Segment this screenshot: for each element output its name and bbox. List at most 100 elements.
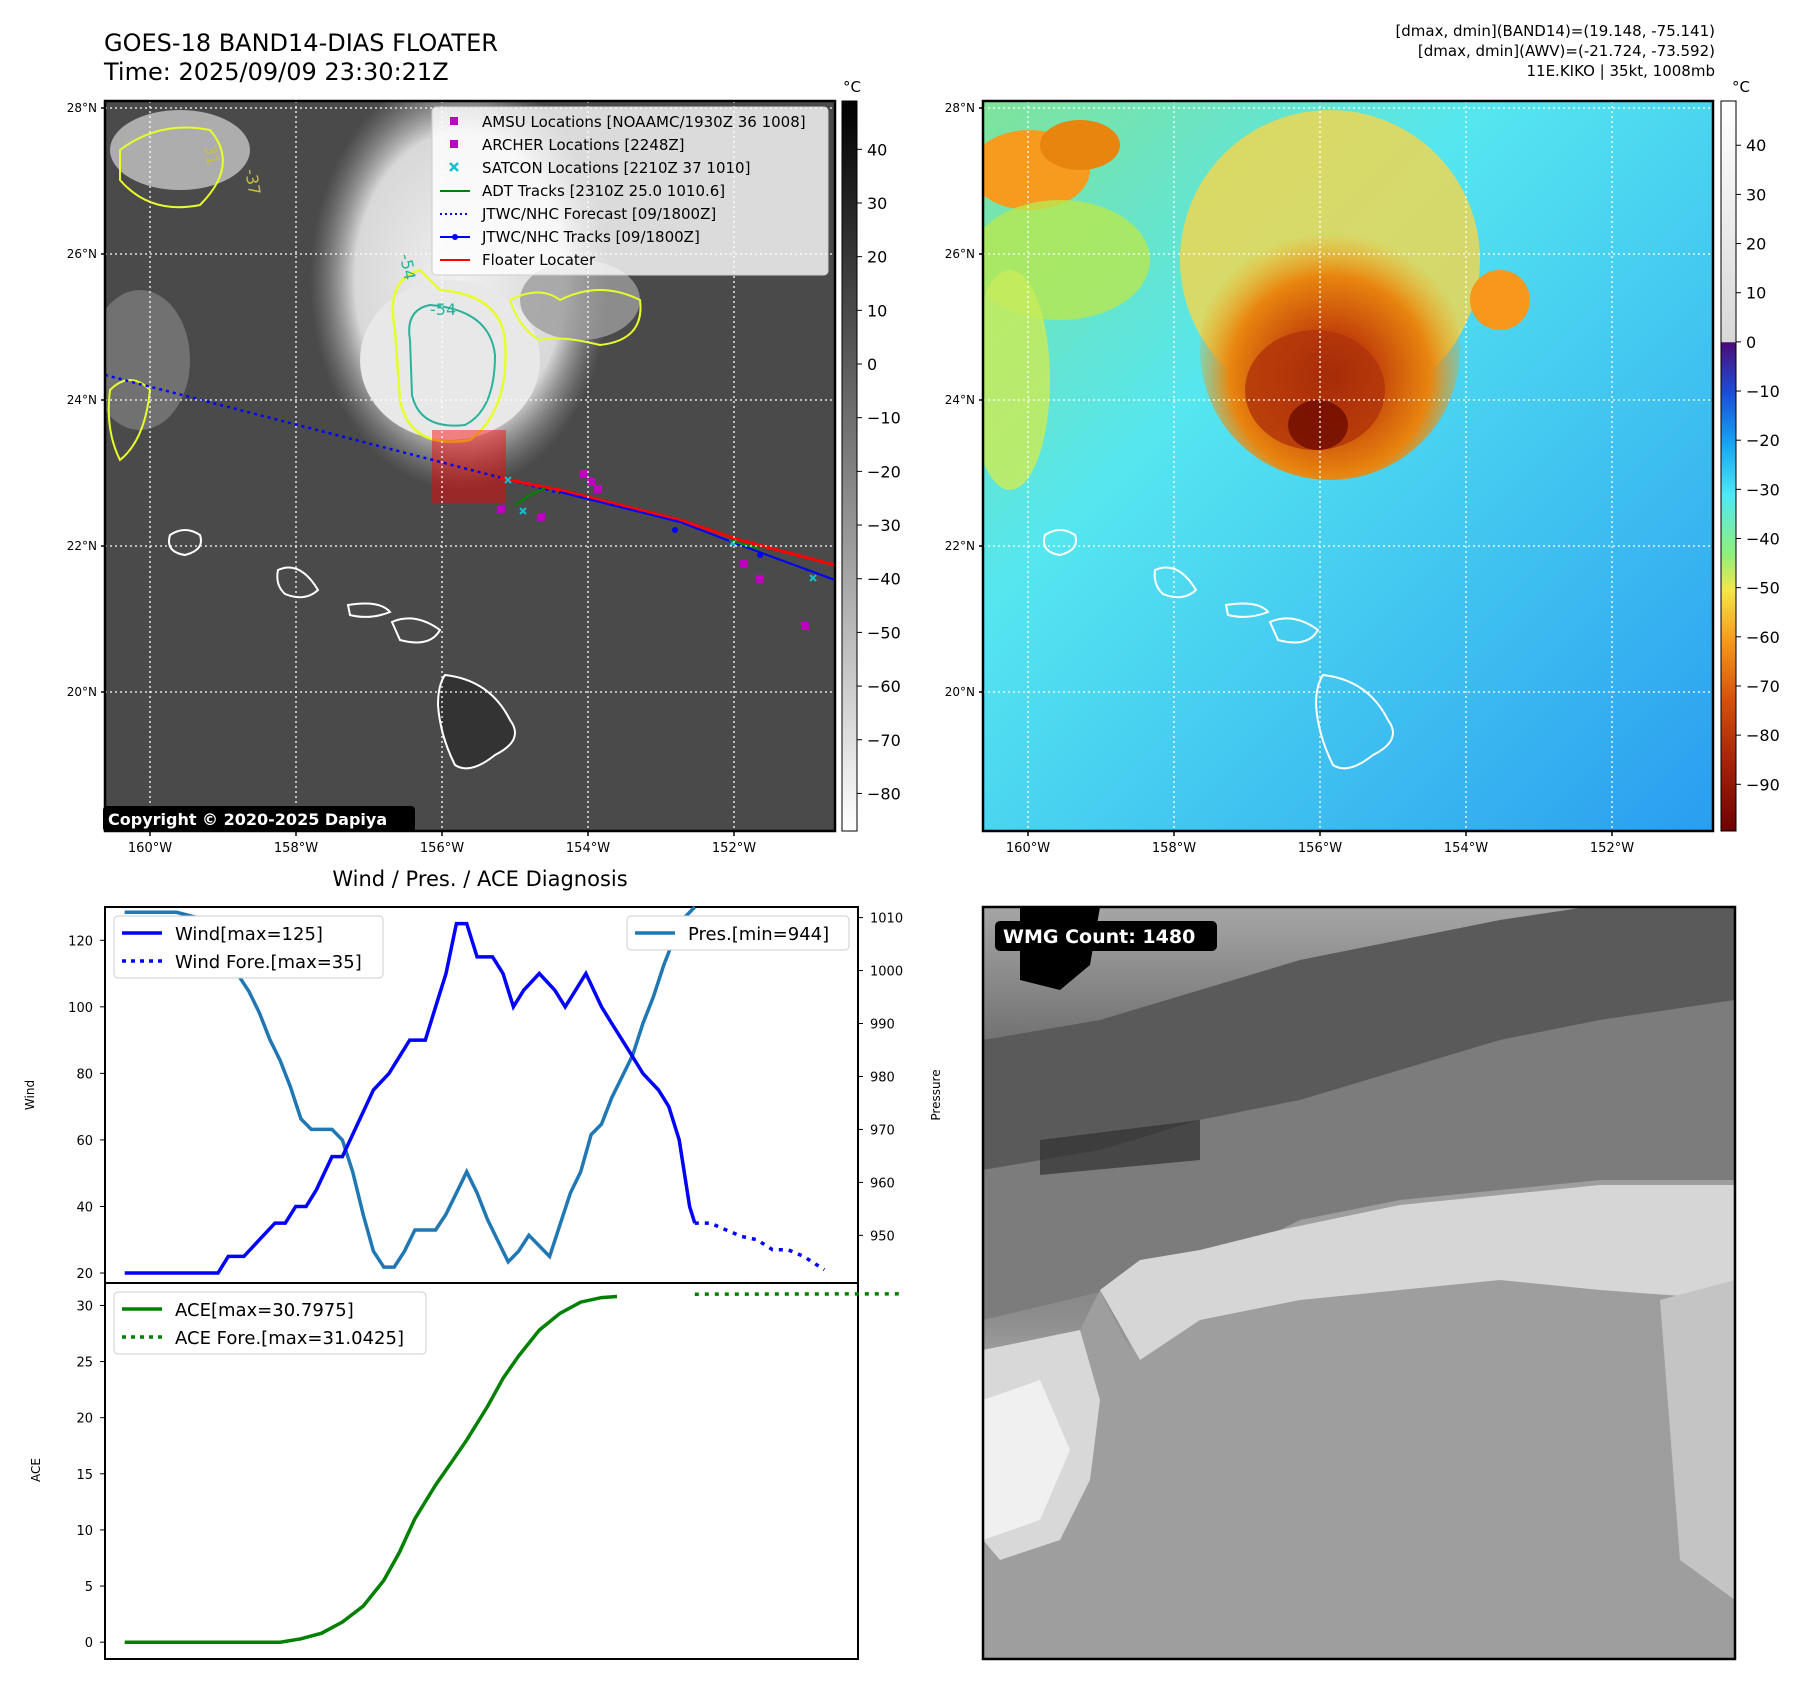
colorbar-tick-label: −50 (1746, 579, 1780, 598)
diagnosis-chart: Wind / Pres. / ACE Diagnosis 20406080100… (23, 867, 943, 1660)
colorbar-tick-label: 30 (1746, 185, 1766, 204)
ir-legend-item: JTWC/NHC Tracks [09/1800Z] (440, 228, 700, 246)
info-band14-range: [dmax, dmin](BAND14)=(19.148, -75.141) (1395, 22, 1715, 40)
ir-legend-label: ADT Tracks [2310Z 25.0 1010.6] (482, 182, 725, 200)
lon-label: 154°W (566, 841, 610, 856)
info-awv-range: [dmax, dmin](AWV)=(-21.724, -73.592) (1417, 42, 1715, 60)
ir-legend-item: ADT Tracks [2310Z 25.0 1010.6] (440, 182, 725, 200)
wind-ylabel: Wind (23, 1080, 37, 1110)
colorbar-tick-label: −80 (867, 784, 901, 803)
wind-axis-ticks: 20 40 60 80 100 120 (68, 934, 105, 1282)
legend-ace: ACE[max=30.7975] (175, 1300, 354, 1321)
pressure-ylabel: Pressure (929, 1069, 943, 1120)
awv-map-frame (981, 99, 1715, 833)
ir-island-kauai (168, 529, 202, 557)
legend-wind-fore: Wind Fore.[max=35] (175, 952, 362, 973)
awv-lat-labels: 28°N 26°N 24°N 22°N 20°N (945, 101, 983, 699)
lon-label: 156°W (1298, 841, 1342, 856)
colorbar-tick-label: −60 (867, 677, 901, 696)
colorbar-tick-label: 20 (867, 248, 887, 267)
pressure-tick-label: 990 (870, 1018, 895, 1033)
lon-label: 158°W (1152, 841, 1196, 856)
colorbar-tick-label: −20 (1746, 431, 1780, 450)
awv-colorbar-unit: °C (1732, 78, 1750, 96)
wind-pres-lines (124, 905, 826, 1275)
awv-island-hawaii (1314, 673, 1394, 770)
colorbar-tick-label: −70 (1746, 677, 1780, 696)
ir-legend-label: JTWC/NHC Tracks [09/1800Z] (481, 228, 700, 246)
colorbar-tick-label: −10 (1746, 382, 1780, 401)
colorbar-tick-label: −10 (867, 409, 901, 428)
colorbar-tick-label: −80 (1746, 726, 1780, 745)
ir-legend-box (431, 106, 829, 276)
legend-ace-fore: ACE Fore.[max=31.0425] (175, 1328, 404, 1349)
colorbar-tick-label: 10 (867, 301, 887, 320)
svg-text:-54: -54 (396, 252, 419, 281)
info-storm: 11E.KIKO | 35kt, 1008mb (1526, 62, 1715, 80)
ir-island-maui (390, 617, 442, 644)
pressure-tick-label: 980 (870, 1070, 895, 1085)
wind-tick-label: 20 (76, 1267, 93, 1282)
lon-label: 160°W (1006, 841, 1050, 856)
colorbar-tick-label: −70 (867, 731, 901, 750)
ir-legend-item: SATCON Locations [2210Z 37 1010] (449, 159, 750, 177)
ir-forecast-track (105, 373, 561, 495)
lat-label: 24°N (945, 393, 975, 407)
awv-colorbar (1720, 100, 1737, 832)
ir-floater-track (499, 476, 835, 567)
ir-legend-label: SATCON Locations [2210Z 37 1010] (482, 159, 750, 177)
ir-map: -54 31 -37 -54 AMSU Locations [NOAAMC/19… (67, 78, 901, 856)
ir-copyright-text: Copyright © 2020-2025 Dapiya (108, 810, 387, 829)
wind-line (124, 921, 697, 1275)
lat-label: 20°N (945, 685, 975, 699)
colorbar-tick-label: 40 (1746, 136, 1766, 155)
ir-legend-item: ARCHER Locations [2248Z] (450, 136, 685, 154)
svg-text:31: 31 (200, 143, 222, 166)
ir-island-oahu (276, 566, 320, 599)
lon-label: 152°W (1590, 841, 1634, 856)
colorbar-tick-label: 20 (1746, 235, 1766, 254)
lat-label: 22°N (67, 539, 97, 553)
wind-legend (113, 915, 384, 979)
wmg-panel: WMG Count: 1480 (981, 905, 1737, 1661)
ir-floater-box (432, 430, 506, 503)
ace-tick-label: 15 (76, 1468, 93, 1483)
lat-label: 20°N (67, 685, 97, 699)
awv-island-kauai (1043, 529, 1077, 557)
ir-legend-item: AMSU Locations [NOAAMC/1930Z 36 1008] (450, 113, 806, 131)
wmg-badge (995, 921, 1217, 951)
ir-contour-yellow (391, 268, 507, 443)
colorbar-tick-label: −90 (1746, 775, 1780, 794)
ace-tick-label: 20 (76, 1412, 93, 1427)
ir-nhc-track (559, 491, 835, 581)
pressure-legend (626, 915, 850, 951)
figure-title: GOES-18 BAND14-DIAS FLOATER (104, 29, 498, 57)
ace-tick-label: 0 (85, 1636, 93, 1651)
ace-tick-label: 10 (76, 1524, 93, 1539)
ir-legend-label: AMSU Locations [NOAAMC/1930Z 36 1008] (482, 113, 806, 131)
pressure-tick-label: 950 (870, 1229, 895, 1244)
ir-legend-label: ARCHER Locations [2248Z] (482, 136, 685, 154)
lon-label: 152°W (712, 841, 756, 856)
ace-line (124, 1294, 618, 1644)
ace-lines (124, 1292, 903, 1644)
ace-tick-label: 30 (76, 1299, 93, 1314)
ir-island-molokai (346, 602, 392, 618)
ir-lon-labels: 160°W 158°W 156°W 154°W 152°W (128, 831, 756, 856)
colorbar-tick-label: −30 (867, 516, 901, 535)
ir-contour-teal (408, 303, 497, 427)
ir-contour-label: -54 (430, 300, 456, 319)
diagnosis-title: Wind / Pres. / ACE Diagnosis (332, 867, 627, 891)
svg-text:-37: -37 (241, 167, 264, 196)
awv-lon-labels: 160°W 158°W 156°W 154°W 152°W (1006, 831, 1634, 856)
ace-tick-label: 5 (85, 1580, 93, 1595)
lat-label: 28°N (67, 101, 97, 115)
colorbar-tick-label: −40 (1746, 530, 1780, 549)
wind-tick-label: 120 (68, 934, 93, 949)
colorbar-tick-label: 0 (867, 355, 877, 374)
ace-legend (113, 1291, 427, 1355)
legend-pressure: Pres.[min=944] (688, 924, 829, 945)
ir-legend: AMSU Locations [NOAAMC/1930Z 36 1008] ARC… (431, 106, 829, 276)
wind-tick-label: 60 (76, 1134, 93, 1149)
